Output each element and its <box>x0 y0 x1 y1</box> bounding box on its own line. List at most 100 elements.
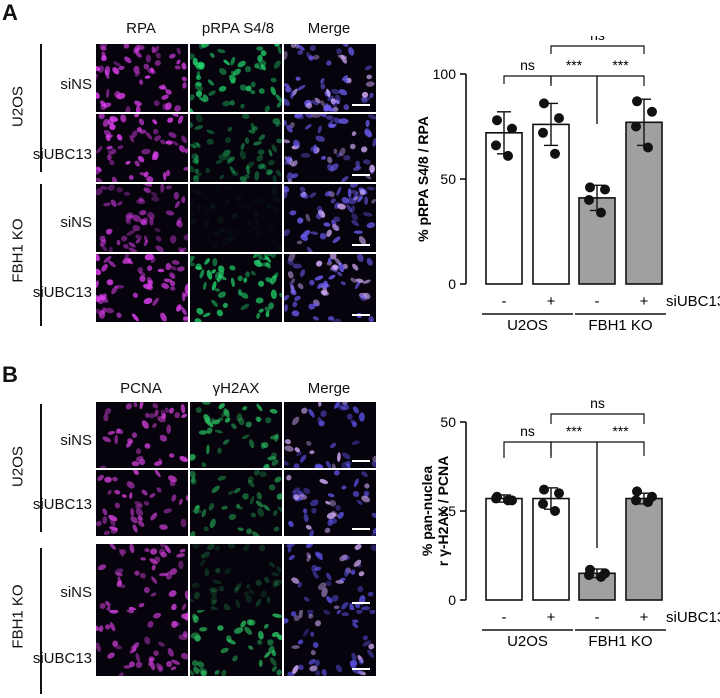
group-bracket-u2os-a <box>40 44 42 172</box>
micrograph-tile <box>190 254 282 322</box>
data-point <box>503 150 513 161</box>
data-point <box>491 140 501 151</box>
data-point <box>554 113 564 124</box>
micrograph-tile <box>284 254 376 322</box>
significance-bracket <box>596 75 645 124</box>
bar <box>532 123 570 285</box>
category-label: - <box>595 609 600 626</box>
row-label-b-4: siUBC13 <box>32 650 92 667</box>
data-point <box>550 148 560 159</box>
scale-bar <box>352 528 370 530</box>
micrograph-tile <box>96 114 188 182</box>
category-label: + <box>640 609 649 626</box>
treatment-label: siUBC13 <box>666 609 720 626</box>
bar <box>532 497 570 601</box>
significance-bracket <box>596 441 645 548</box>
data-point <box>584 195 594 205</box>
group-label: FBH1 KO <box>588 633 652 650</box>
column-label-pcna: PCNA <box>120 380 162 397</box>
significance-label: *** <box>566 57 583 73</box>
y-tick-label: 25 <box>440 503 456 519</box>
group-label-fbh1-b: FBH1 KO <box>9 584 27 649</box>
y-tick-label: 0 <box>448 592 456 608</box>
micrograph-tile <box>190 544 282 610</box>
significance-label: ns <box>520 57 535 73</box>
significance-bracket <box>550 45 645 54</box>
significance-label: ns <box>590 400 605 411</box>
data-point <box>596 571 606 582</box>
micrograph-tile <box>284 544 376 610</box>
column-label-merge-b: Merge <box>307 380 351 397</box>
bar <box>625 497 663 601</box>
data-point <box>507 123 517 134</box>
micrograph-tile <box>96 402 188 468</box>
row-label-b-2: siUBC13 <box>32 496 92 513</box>
micrograph-tile <box>190 114 282 182</box>
y-tick-label: 100 <box>433 66 457 82</box>
row-label-a-2: siUBC13 <box>32 146 92 163</box>
data-point <box>631 495 641 506</box>
micrograph-tile <box>284 114 376 182</box>
group-label-u2os-a: U2OS <box>9 86 27 127</box>
column-label-prpa: pRPA S4/8 <box>201 20 275 37</box>
data-point <box>491 493 501 504</box>
data-point <box>643 142 653 153</box>
micrograph-tile <box>96 610 188 676</box>
data-point <box>503 495 513 506</box>
column-label-gh2ax: γH2AX <box>212 380 260 397</box>
micrograph-tile <box>96 44 188 112</box>
bar <box>485 497 523 601</box>
row-label-b-1: siNS <box>60 432 92 449</box>
data-point <box>492 115 502 126</box>
data-point <box>647 106 657 117</box>
scale-bar <box>352 174 370 176</box>
micrograph-tile <box>96 470 188 536</box>
panel-letter-a: A <box>2 0 18 25</box>
data-point <box>550 506 560 516</box>
y-axis-label: % pan-nuclear γ-H2AX / PCNA <box>419 456 451 566</box>
column-label-merge: Merge <box>307 20 351 37</box>
data-point <box>539 484 549 495</box>
scale-bar <box>352 104 370 106</box>
micrograph-tile <box>284 44 376 112</box>
y-tick-label: 50 <box>440 171 456 187</box>
micrograph-tile <box>190 610 282 676</box>
scale-bar <box>352 460 370 462</box>
y-axis-label: % pRPA S4/8 / RPA <box>415 116 431 242</box>
significance-bracket <box>550 413 645 424</box>
micrograph-tile <box>190 184 282 252</box>
micrograph-tile <box>190 470 282 536</box>
y-tick-label: 50 <box>440 414 456 430</box>
significance-label: *** <box>612 423 629 439</box>
data-point <box>596 207 606 218</box>
panel-letter-b: B <box>2 362 18 387</box>
micrograph-tile <box>284 470 376 536</box>
row-label-a-4: siUBC13 <box>32 284 92 301</box>
data-point <box>539 98 549 109</box>
scale-bar <box>352 244 370 246</box>
scale-bar <box>352 602 370 604</box>
micrograph-tile <box>284 184 376 252</box>
y-tick-label: 0 <box>448 276 456 292</box>
data-point <box>632 486 642 497</box>
treatment-label: siUBC13 <box>666 293 720 310</box>
significance-label: *** <box>566 423 583 439</box>
group-bracket-fbh1-a <box>40 184 42 326</box>
row-label-a-3: siNS <box>60 214 92 231</box>
data-point <box>585 182 595 193</box>
significance-bracket <box>503 75 552 84</box>
micrograph-tile <box>284 610 376 676</box>
category-label: - <box>595 293 600 310</box>
row-label-a-1: siNS <box>60 76 92 93</box>
category-label: - <box>502 609 507 626</box>
data-point <box>554 488 564 499</box>
group-label-fbh1-a: FBH1 KO <box>9 218 27 283</box>
significance-bracket <box>503 441 552 458</box>
group-bracket-u2os-b <box>40 404 42 532</box>
category-label: + <box>547 293 556 310</box>
scale-bar <box>352 668 370 670</box>
significance-label: ns <box>520 423 535 439</box>
bar-chart-a: 0 50 100 % pRPA S4/8 / RPA - + - + siUBC13 U2OS FB… <box>415 36 720 334</box>
micrograph-tile <box>96 254 188 322</box>
group-label-u2os-b: U2OS <box>9 446 27 487</box>
